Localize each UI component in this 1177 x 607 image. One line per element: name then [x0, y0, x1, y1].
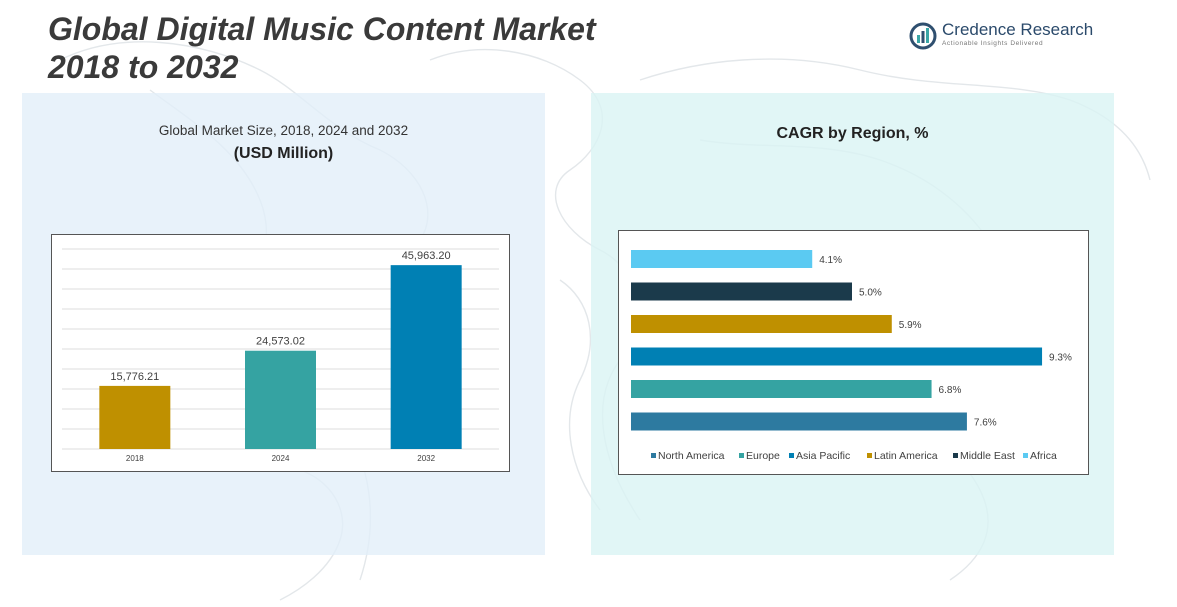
- market-size-bar-chart: 15,776.21 2018 24,573.02 2024 45,963.20 2032: [51, 234, 510, 472]
- hbar-latin-america: [631, 315, 892, 333]
- bar-value-label: 24,573.02: [256, 336, 305, 348]
- legend-swatch: [1023, 453, 1028, 458]
- credence-logo-icon: [909, 22, 937, 50]
- cagr-title: CAGR by Region, %: [776, 125, 929, 142]
- hbar-value-label: 6.8%: [939, 385, 962, 396]
- bar-2018: [99, 385, 171, 449]
- legend-label: Latin America: [874, 450, 938, 462]
- bar-value-label: 15,776.21: [110, 371, 159, 383]
- legend-label: North America: [658, 450, 725, 462]
- bar-category-label: 2024: [272, 454, 290, 463]
- hbar-africa: [631, 250, 813, 268]
- market-size-subtitle: Global Market Size, 2018, 2024 and 2032: [158, 123, 409, 138]
- cagr-region-bar-svg: 4.1% 5.0% 5.9% 9.3% 6.8% 7.6% North America Eur…: [631, 250, 1072, 462]
- hbar-value-label: 5.0%: [859, 288, 882, 299]
- page-title-line2: 2018 to 2032: [48, 49, 239, 85]
- legend-swatch: [789, 453, 794, 458]
- bar-value-label: 45,963.20: [402, 250, 451, 262]
- page-title: Global Digital Music Content Market 2018…: [48, 10, 596, 86]
- page-title-line1: Global Digital Music Content Market: [48, 11, 596, 47]
- hbar-middle-east: [631, 282, 852, 301]
- hbar-value-label: 9.3%: [1049, 353, 1072, 364]
- brand-name: Credence Research: [942, 20, 1094, 39]
- bar-2032: [390, 265, 462, 449]
- brand-tagline: Actionable Insights Delivered: [942, 40, 1044, 47]
- market-size-bar-svg: 15,776.21 2018 24,573.02 2024 45,963.20 2032: [62, 248, 499, 463]
- hbar-value-label: 4.1%: [819, 255, 842, 266]
- hbar-value-label: 7.6%: [974, 418, 997, 429]
- legend-label: Europe: [746, 450, 780, 462]
- hbar-europe: [631, 380, 932, 398]
- cagr-region-bar-chart: 4.1% 5.0% 5.9% 9.3% 6.8% 7.6% North America Eur…: [618, 230, 1089, 475]
- hbar-asia-pacific: [631, 347, 1043, 366]
- legend-swatch: [739, 453, 744, 458]
- legend-label: Africa: [1030, 450, 1057, 462]
- legend-swatch: [953, 453, 958, 458]
- bar-2024: [245, 350, 316, 449]
- hbar-value-label: 5.9%: [899, 320, 922, 331]
- legend-label: Asia Pacific: [796, 450, 850, 462]
- brand-logo: Credence Research Actionable Insights De…: [908, 18, 1098, 54]
- legend-label: Middle East: [960, 450, 1015, 462]
- bar-category-label: 2018: [126, 454, 144, 463]
- hbar-legend: North America Europe Asia Pacific Latin Ame…: [651, 450, 1057, 462]
- market-size-unit: (USD Million): [233, 145, 334, 162]
- hbar-north-america: [631, 412, 967, 431]
- legend-swatch: [867, 453, 872, 458]
- bar-category-label: 2032: [417, 454, 435, 463]
- legend-swatch: [651, 453, 656, 458]
